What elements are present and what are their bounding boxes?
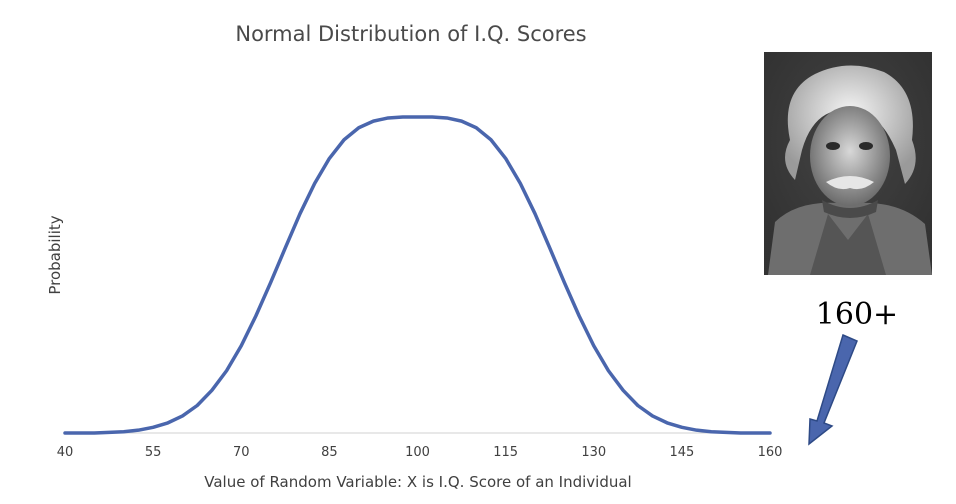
x-axis-ticks: 40 55 70 85 100 115 130 145 160 [57,445,783,460]
portrait-photo [764,52,932,275]
y-axis-label: Probability [46,215,64,294]
annotation-arrow [808,333,858,446]
x-axis-label: Value of Random Variable: X is I.Q. Scor… [204,473,631,491]
x-tick-label: 145 [669,445,694,460]
chart-title: Normal Distribution of I.Q. Scores [235,22,586,46]
series-line [63,115,772,435]
x-tick-label: 100 [405,445,430,460]
x-tick-label: 85 [321,445,338,460]
x-tick-label: 130 [581,445,606,460]
x-tick-label: 160 [758,445,783,460]
x-tick-label: 70 [233,445,250,460]
x-tick-label: 40 [57,445,74,460]
annotation-160-plus: 160+ [816,297,898,332]
series-layer [63,115,772,435]
x-tick-label: 55 [145,445,162,460]
x-tick-label: 115 [493,445,518,460]
